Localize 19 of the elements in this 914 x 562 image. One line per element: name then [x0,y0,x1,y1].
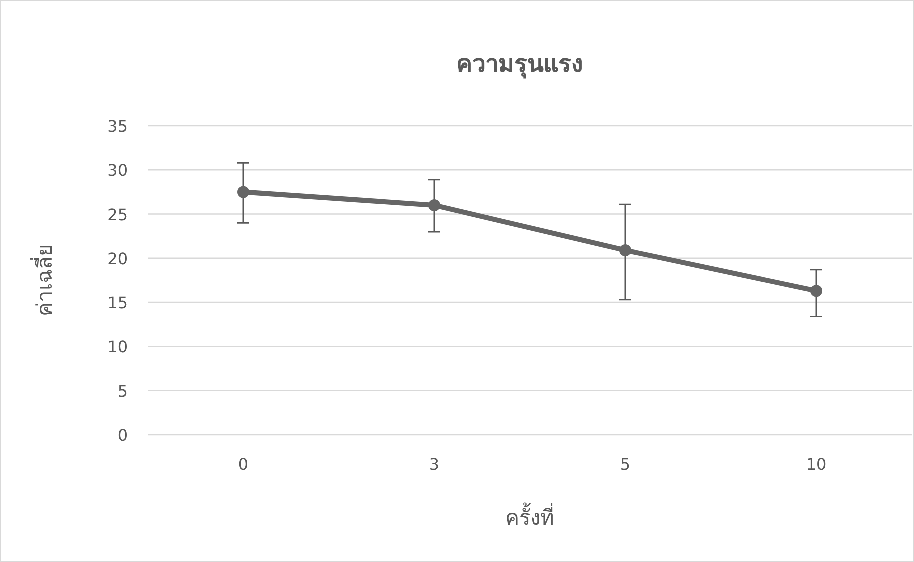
y-axis-title: ค่าเฉลี่ย [30,244,57,316]
y-tick-label: 30 [108,161,128,180]
point [810,285,822,298]
point [428,199,440,212]
y-tick-label: 15 [108,294,128,313]
point [620,244,632,256]
x-tick-label: 5 [620,455,631,474]
x-axis-title: ครั้งที่ [506,503,554,530]
x-tick-label: 10 [806,455,827,474]
y-tick-label: 20 [108,249,128,268]
x-tick-label: 3 [429,455,440,474]
y-tick-label: 35 [108,117,128,136]
chart-title: ความรุนแรง [456,50,584,80]
y-tick-label: 25 [108,205,128,224]
point [238,186,250,198]
y-tick-label: 0 [118,426,128,445]
x-tick-label: 0 [238,455,249,474]
y-tick-label: 10 [108,338,128,357]
y-tick-label: 5 [118,382,128,401]
